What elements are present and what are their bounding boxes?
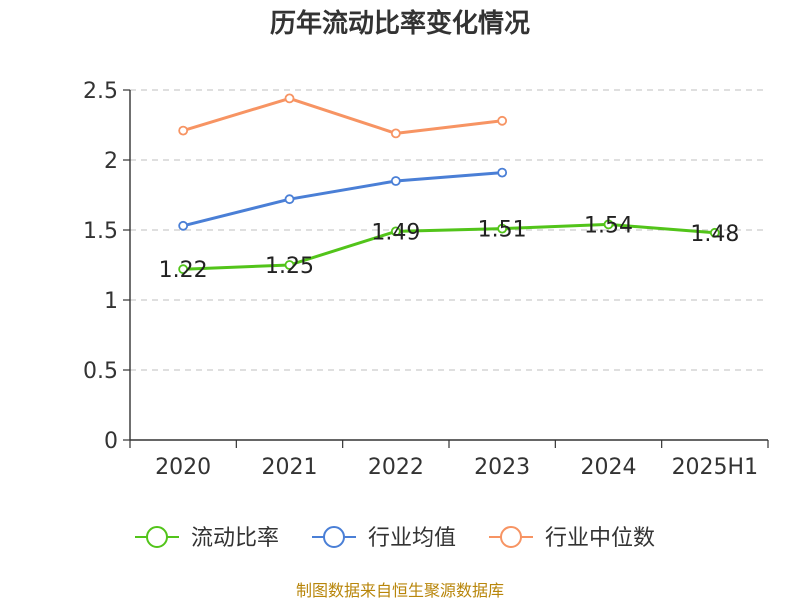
y-tick-label: 1 xyxy=(104,289,118,314)
series-layer xyxy=(178,93,720,275)
legend-label: 流动比率 xyxy=(191,526,279,551)
data-label: 1.22 xyxy=(159,258,208,283)
x-tick-label: 2021 xyxy=(262,455,318,480)
series-point xyxy=(709,227,720,238)
series-line xyxy=(182,171,503,228)
series-point xyxy=(284,260,295,270)
series-point xyxy=(497,223,508,234)
y-tick-label: 2.5 xyxy=(83,79,118,104)
y-axis-ticks: 0 0.5 1 1.5 2 2.5 xyxy=(83,79,130,454)
series-point xyxy=(390,176,401,186)
legend[interactable]: 流动比率 行业均值 行业中位数 xyxy=(135,526,655,551)
series-line xyxy=(182,96,503,135)
legend-label: 行业中位数 xyxy=(545,526,655,551)
series-line xyxy=(183,222,715,271)
legend-marker xyxy=(146,526,168,548)
legend-marker xyxy=(500,526,522,548)
x-tick-label: 2022 xyxy=(368,455,424,480)
x-tick-label: 2023 xyxy=(474,455,530,480)
legend-label: 行业均值 xyxy=(368,526,456,551)
series-point xyxy=(178,220,189,231)
series-point xyxy=(284,194,295,205)
series-point xyxy=(497,115,508,126)
series-point xyxy=(497,167,508,178)
y-tick-label: 1.5 xyxy=(83,219,118,244)
data-label: 1.51 xyxy=(478,218,527,243)
legend-item[interactable]: 流动比率 xyxy=(135,526,279,551)
legend-item[interactable]: 行业中位数 xyxy=(489,526,655,551)
y-tick-label: 2 xyxy=(104,149,118,174)
series-point xyxy=(390,128,401,139)
data-label: 1.54 xyxy=(584,213,633,238)
series-point xyxy=(178,125,189,136)
series-point xyxy=(284,93,295,104)
legend-marker xyxy=(323,526,345,548)
data-label: 1.25 xyxy=(265,254,314,279)
y-tick-label: 0.5 xyxy=(83,359,118,384)
series-point xyxy=(603,219,614,230)
data-label: 1.49 xyxy=(371,220,420,245)
y-tick-label: 0 xyxy=(104,429,118,454)
x-tick-label: 2020 xyxy=(155,455,211,480)
data-label: 1.48 xyxy=(690,222,739,247)
series-point xyxy=(390,226,401,237)
data-labels: 1.22 1.25 1.49 1.51 1.54 1.48 xyxy=(159,213,740,283)
x-axis-ticks: 2020 2021 2022 2023 2024 2025H1 xyxy=(129,440,769,480)
x-tick-label: 2024 xyxy=(581,455,637,480)
chart-title: 历年流动比率变化情况 xyxy=(270,8,530,39)
x-tick-label: 2025H1 xyxy=(672,455,759,480)
legend-item[interactable]: 行业均值 xyxy=(312,526,456,551)
axes xyxy=(129,90,768,441)
source-note: 制图数据来自恒生聚源数据库 xyxy=(296,581,504,600)
series-point xyxy=(178,264,189,275)
